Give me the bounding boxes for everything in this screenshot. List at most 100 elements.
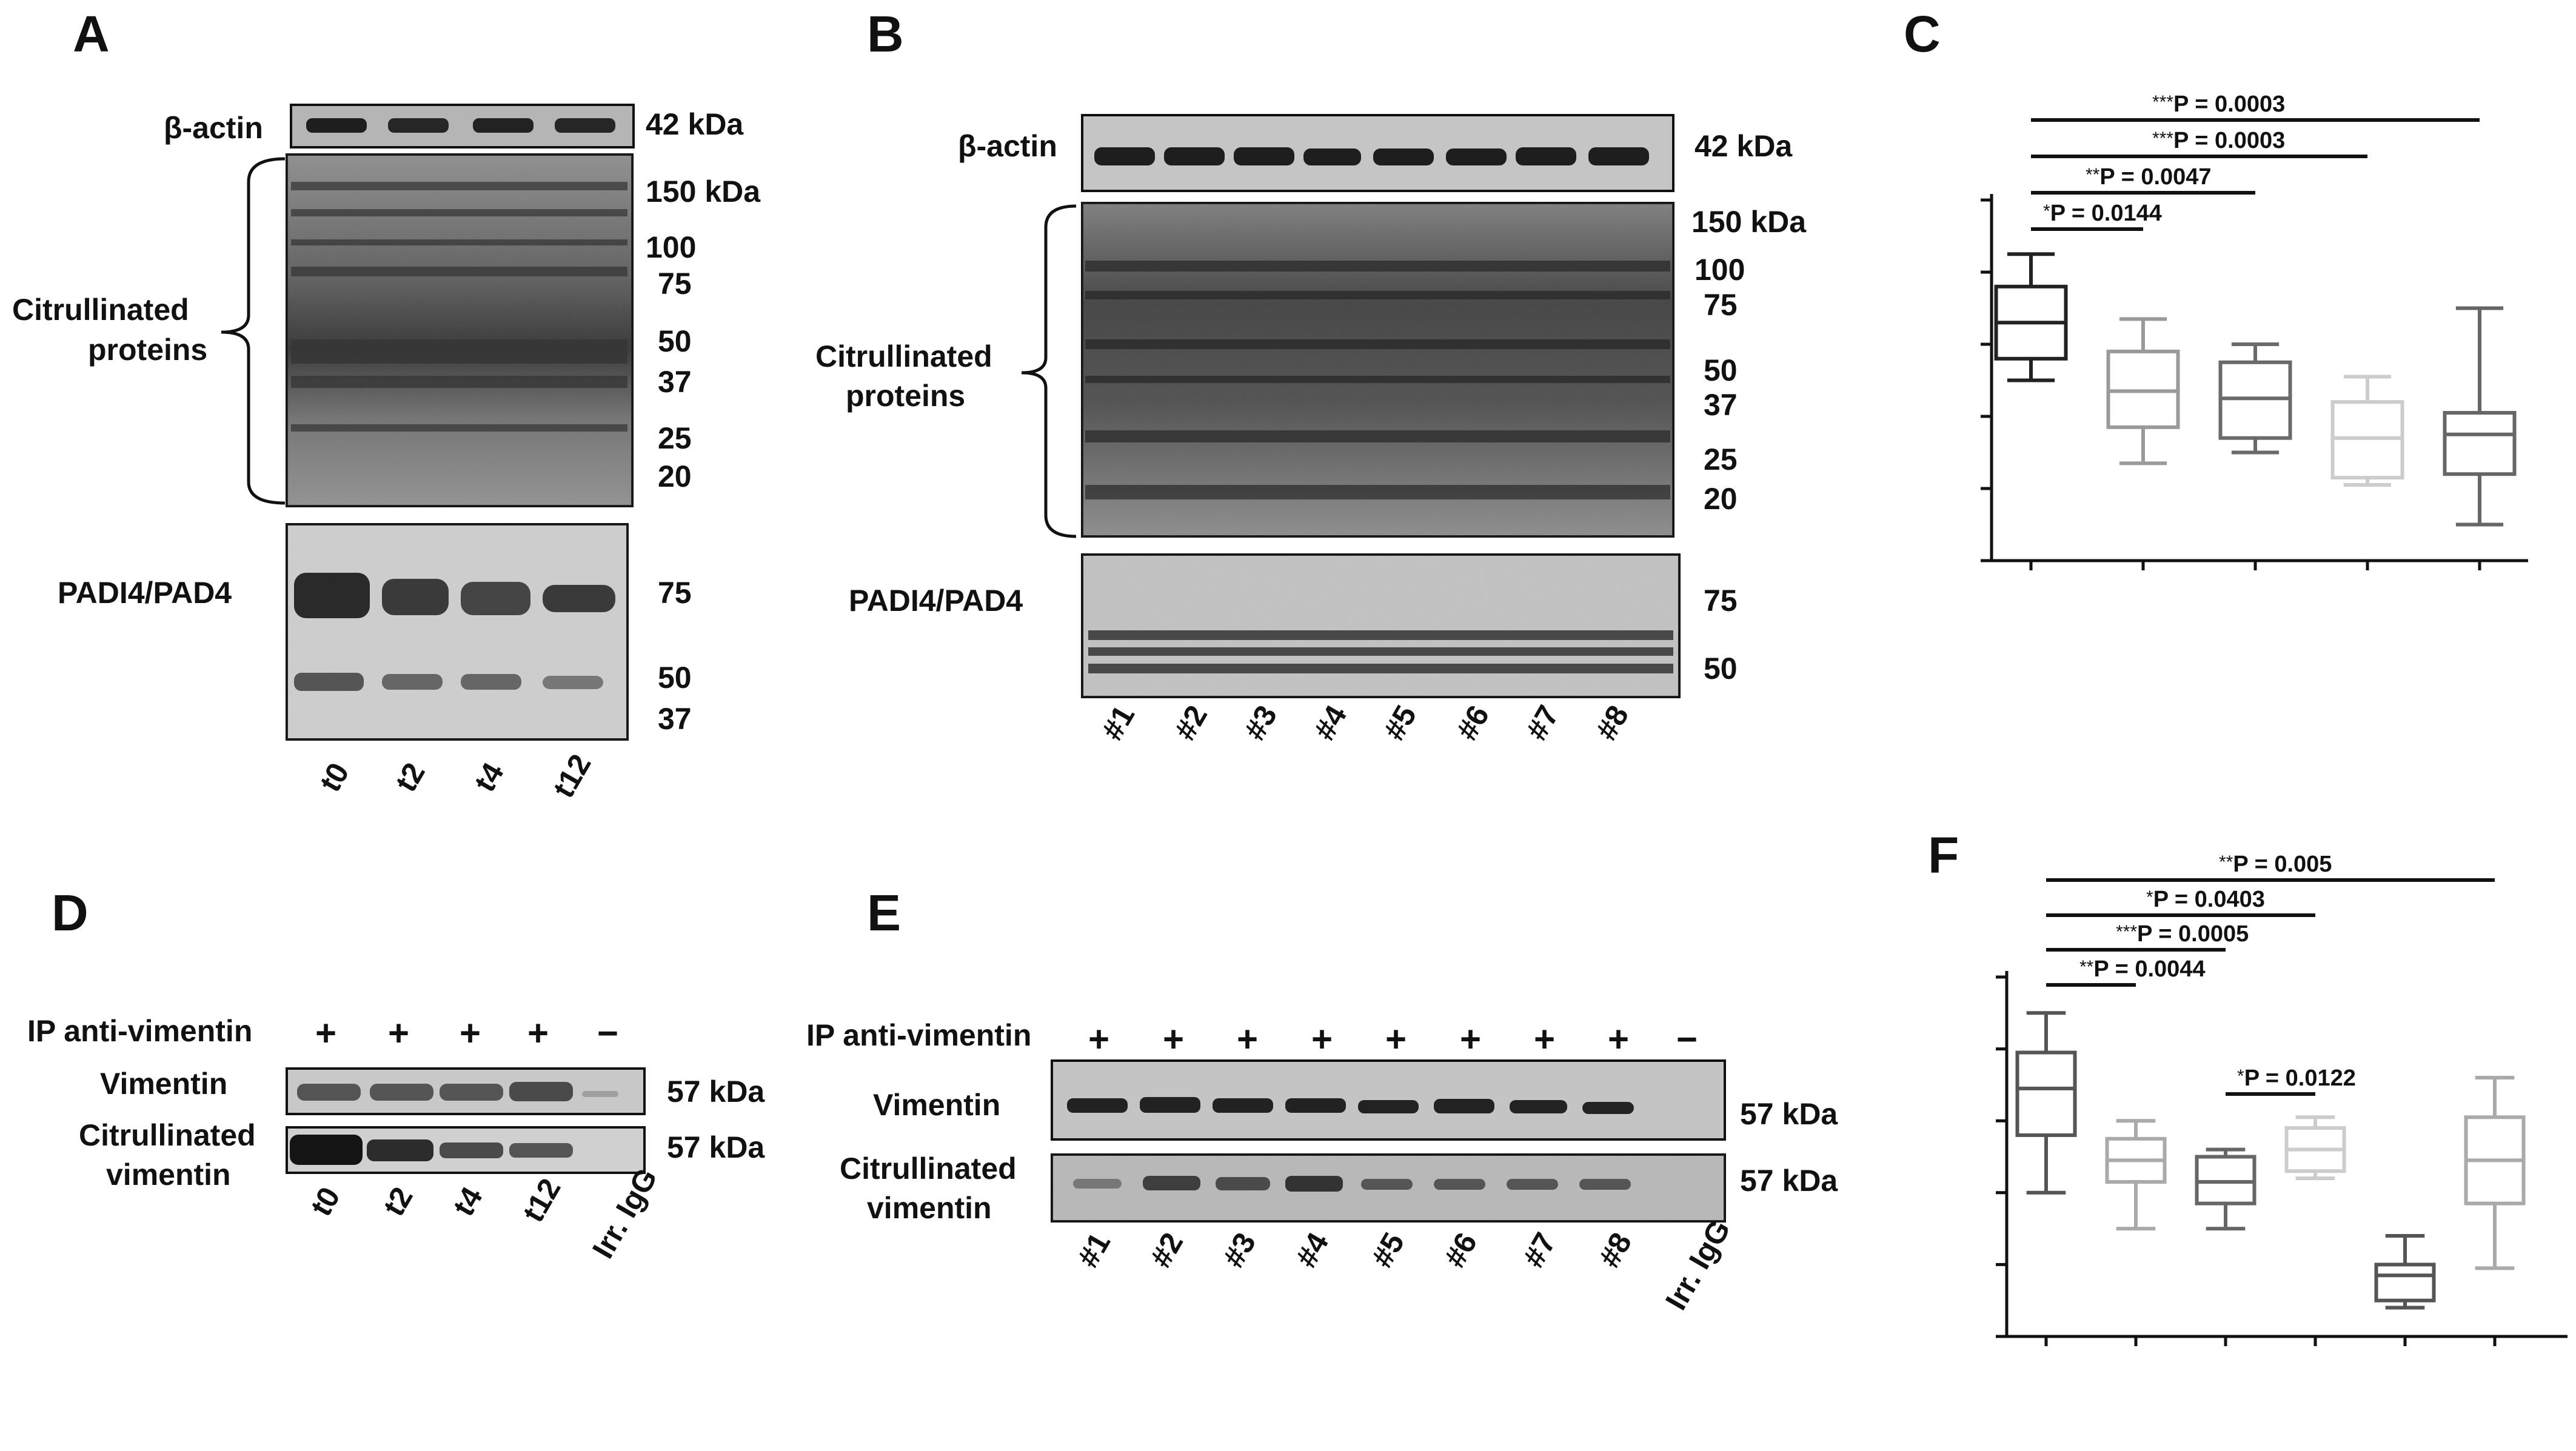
- panel-e-lane-8: #8: [1592, 1227, 1638, 1273]
- panel-b-marker-25: 25: [1704, 442, 1738, 476]
- panel-e-sign-6: +: [1460, 1019, 1481, 1059]
- panel-e-vim-label: Vimentin: [873, 1088, 1000, 1122]
- chart-f-sig-p: P = 0.005: [2233, 852, 2332, 877]
- panel-e-cvim-bands: [1073, 1176, 1631, 1192]
- panel-e-sign-7: +: [1534, 1019, 1555, 1059]
- panel-b-marker-150: 150 kDa: [1691, 205, 1807, 239]
- panel-b-lane-8: #8: [1589, 699, 1635, 746]
- panel-d-sign-2: +: [388, 1013, 409, 1053]
- panel-f: F **P = 0.005*P = 0.0403***P = 0.0005**P…: [1928, 827, 2568, 1346]
- panel-d-ip-label: IP anti-vimentin: [27, 1014, 252, 1048]
- panel-a-padi-marker-50: 50: [658, 661, 692, 695]
- panel-e-sign-8: +: [1608, 1019, 1629, 1059]
- panel-b-actin-kda: 42 kDa: [1694, 129, 1793, 163]
- panel-a-marker-75: 75: [658, 267, 692, 301]
- panel-e-sign-3: +: [1237, 1019, 1258, 1059]
- panel-e-cvim-label-1: Citrullinated: [840, 1152, 1017, 1186]
- panel-d-cvim-label-1: Citrullinated: [79, 1118, 256, 1152]
- panel-b-cit-markers: 150 kDa 100 75 50 37 25 20: [1691, 205, 1807, 516]
- panel-a-padi-texture: [287, 524, 627, 739]
- chart-f-sig-p: P = 0.0044: [2093, 956, 2205, 982]
- panel-d-letter: D: [52, 884, 89, 941]
- panel-a-padi-marker-37: 37: [658, 702, 692, 736]
- panel-d-vim-label: Vimentin: [100, 1067, 227, 1101]
- panel-a-padi-markers: 75 50 37: [658, 576, 692, 736]
- panel-b-bracket: [1021, 204, 1077, 538]
- panel-b-cit-label-2: proteins: [846, 379, 965, 413]
- panel-c: C ***P = 0.0003***P = 0.0003**P = 0.0047…: [1904, 5, 2528, 570]
- panel-b-lanes: #1 #2 #3 #4 #5 #6 #7 #8: [1095, 699, 1635, 746]
- panel-a-marker-50: 50: [658, 324, 692, 358]
- panel-f-chart: **P = 0.005*P = 0.0403***P = 0.0005**P =…: [1996, 852, 2568, 1346]
- chart-c-sig-label: *P = 0.0144: [2043, 201, 2162, 226]
- chart-c-sig-stars: **: [2086, 165, 2100, 185]
- chart-c-sig-p: P = 0.0144: [2050, 201, 2162, 226]
- chart-c-sig-stars: ***: [2152, 128, 2173, 148]
- chart-f-sig-stars: *: [2146, 887, 2153, 907]
- panel-e-vim-bands: [1067, 1097, 1634, 1114]
- panel-e-lanes: #1 #2 #3 #4 #5 #6 #7 #8 Irr. IgG: [1071, 1214, 1737, 1316]
- panel-e-sign-5: +: [1385, 1019, 1407, 1059]
- panel-a-padi-label: PADI4/PAD4: [58, 576, 232, 610]
- panel-b-lane-2: #2: [1168, 699, 1214, 746]
- panel-e-sign-2: +: [1163, 1019, 1184, 1059]
- panel-d-lane-irr-igg: Irr. IgG: [586, 1162, 664, 1264]
- panel-b: B β-actin 42 kDa Citrullinated proteins …: [815, 5, 1807, 746]
- chart-c-sig-stars: ***: [2152, 92, 2173, 112]
- panel-a-cit-markers: 150 kDa 100 75 50 37 25 20: [646, 175, 761, 493]
- panel-d-sign-5: −: [597, 1013, 618, 1053]
- panel-a-marker-100: 100: [646, 230, 696, 264]
- chart-c-sig-label: ***P = 0.0003: [2152, 128, 2285, 153]
- panel-b-marker-50: 50: [1704, 353, 1738, 387]
- panel-d-vim-bands: [297, 1082, 618, 1101]
- panel-a-marker-20: 20: [658, 459, 692, 493]
- panel-b-lane-4: #4: [1307, 699, 1353, 746]
- chart-f-sig-stars: *: [2237, 1066, 2244, 1086]
- panel-b-actin-bands: [1094, 147, 1649, 165]
- panel-d-lanes: t0 t2 t4 t12 Irr. IgG: [304, 1162, 664, 1264]
- panel-e-lane-3: #3: [1216, 1227, 1262, 1273]
- panel-b-padi-texture: [1082, 555, 1679, 697]
- panel-b-cit-texture: [1082, 203, 1673, 536]
- panel-b-marker-100: 100: [1694, 253, 1745, 287]
- panel-a-padi-marker-75: 75: [658, 576, 692, 610]
- panel-d-lane-t12: t12: [516, 1173, 567, 1228]
- panel-e-sign-9: −: [1676, 1019, 1698, 1059]
- panel-a-bracket: [221, 157, 286, 505]
- panel-e-lane-4: #4: [1289, 1227, 1335, 1273]
- panel-e-lane-6: #6: [1437, 1227, 1484, 1273]
- panel-b-padi-markers: 75 50: [1704, 584, 1738, 685]
- panel-b-padi-label: PADI4/PAD4: [849, 584, 1023, 618]
- panel-d-signs: + + + + −: [315, 1013, 618, 1053]
- panel-a-cit-label-2: proteins: [88, 333, 207, 367]
- panel-b-lane-6: #6: [1450, 699, 1496, 746]
- panel-b-lane-1: #1: [1095, 699, 1141, 746]
- panel-e: E IP anti-vimentin + + + + + + + + − Vim…: [806, 884, 1838, 1316]
- chart-f-sig-p: P = 0.0005: [2137, 921, 2249, 947]
- panel-b-padi-bands: [1088, 630, 1673, 673]
- panel-c-letter: C: [1904, 5, 1941, 62]
- panel-a-padi-bands: [294, 573, 615, 691]
- panel-a-lanes: t0 t2 t4 t12: [313, 749, 598, 804]
- panel-b-letter: B: [867, 5, 904, 62]
- panel-a-lane-t4: t4: [467, 757, 510, 798]
- panel-a-marker-150: 150 kDa: [646, 175, 761, 208]
- panel-a-actin-label: β-actin: [164, 111, 263, 145]
- panel-a-lane-t12: t12: [546, 749, 598, 804]
- panel-d-vim-kda: 57 kDa: [667, 1075, 765, 1109]
- chart-f-box: [2374, 1263, 2436, 1303]
- panel-d-lane-t4: t4: [446, 1181, 489, 1222]
- panel-a-lane-t2: t2: [389, 757, 432, 798]
- chart-f-box: [2015, 1050, 2077, 1137]
- panel-e-sign-1: +: [1088, 1019, 1109, 1059]
- panel-d-sign-1: +: [315, 1013, 336, 1053]
- panel-b-actin-label: β-actin: [958, 129, 1057, 163]
- panel-a-marker-37: 37: [658, 365, 692, 399]
- chart-c-sig-stars: *: [2043, 201, 2050, 221]
- panel-a-marker-25: 25: [658, 421, 692, 455]
- chart-f-sig-stars: **: [2079, 957, 2094, 977]
- chart-f-sig-label: **P = 0.0044: [2079, 956, 2206, 982]
- chart-f-sig-stars: ***: [2116, 922, 2137, 942]
- panel-e-signs: + + + + + + + + −: [1088, 1019, 1698, 1059]
